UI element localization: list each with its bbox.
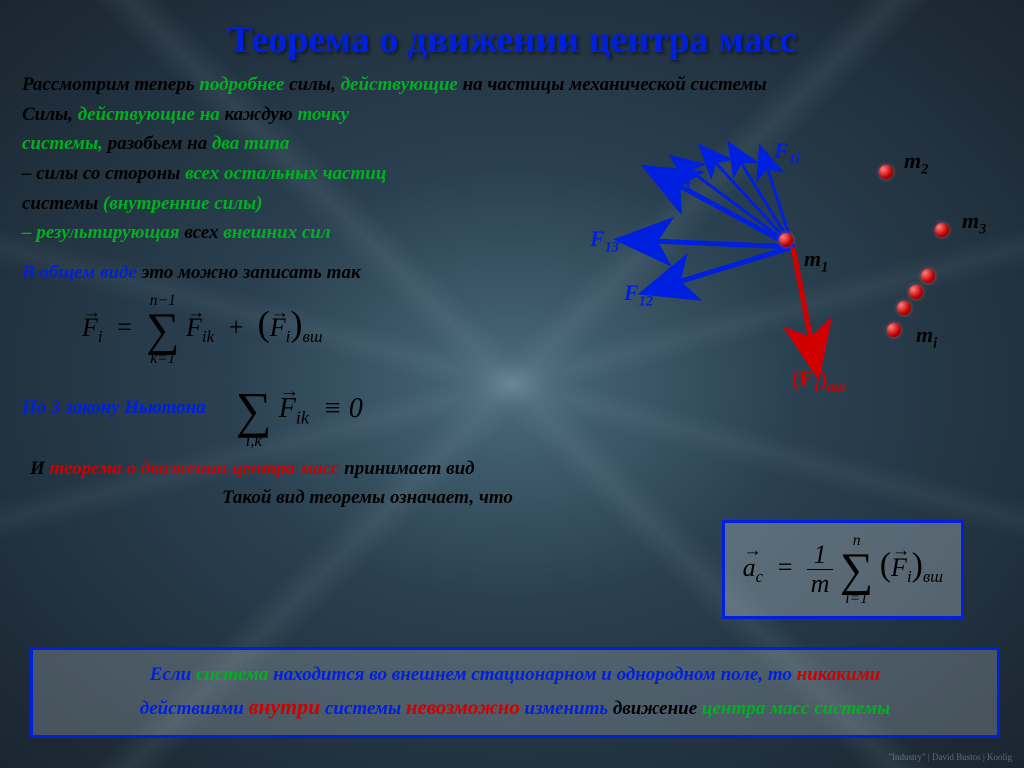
template-credit: "Industry" | David Bustos | Koolig bbox=[888, 752, 1012, 762]
equation-3-box: ac = 1 m n ∑ i=1 (Fi)вш bbox=[722, 520, 964, 619]
label-F1-ext: (F1)вш bbox=[792, 366, 846, 396]
label-F12: F12 bbox=[624, 280, 653, 310]
force-vector bbox=[628, 240, 793, 247]
equation-2: ∑ i,k Fik ≡ 0 bbox=[236, 371, 363, 450]
label-F13: F13 bbox=[590, 226, 619, 256]
label-m1: m1 bbox=[804, 246, 828, 276]
particle bbox=[935, 223, 949, 237]
conclusion-box: Если система находится во внешнем стацио… bbox=[30, 647, 1000, 738]
force-vector bbox=[652, 247, 793, 290]
slide-title: Теорема о движении центра масс bbox=[0, 0, 1024, 62]
label-m3: m3 bbox=[962, 208, 986, 238]
label-m2: m2 bbox=[904, 148, 928, 178]
force-diagram: F1i F13 F12 m1 m2 m3 mi (F1)вш bbox=[564, 130, 1004, 410]
meaning-line: Такой вид теоремы означает, что bbox=[222, 485, 1002, 511]
particle bbox=[879, 165, 893, 179]
forces-line3: – силы со стороны всех остальных частиц bbox=[22, 161, 542, 187]
particle bbox=[897, 301, 911, 315]
forces-line1: Силы, действующие на каждую точку bbox=[22, 102, 542, 128]
particle bbox=[921, 269, 935, 283]
label-mi: mi bbox=[916, 322, 937, 352]
theorem-form-line: И теорема о движении центра масс принима… bbox=[30, 456, 1002, 482]
force-vector bbox=[676, 160, 793, 247]
particle bbox=[779, 233, 793, 247]
particle bbox=[909, 285, 923, 299]
label-F1i: F1i bbox=[774, 138, 800, 168]
intro-line: Рассмотрим теперь подробнее силы, действ… bbox=[22, 72, 1002, 98]
particle bbox=[887, 323, 901, 337]
